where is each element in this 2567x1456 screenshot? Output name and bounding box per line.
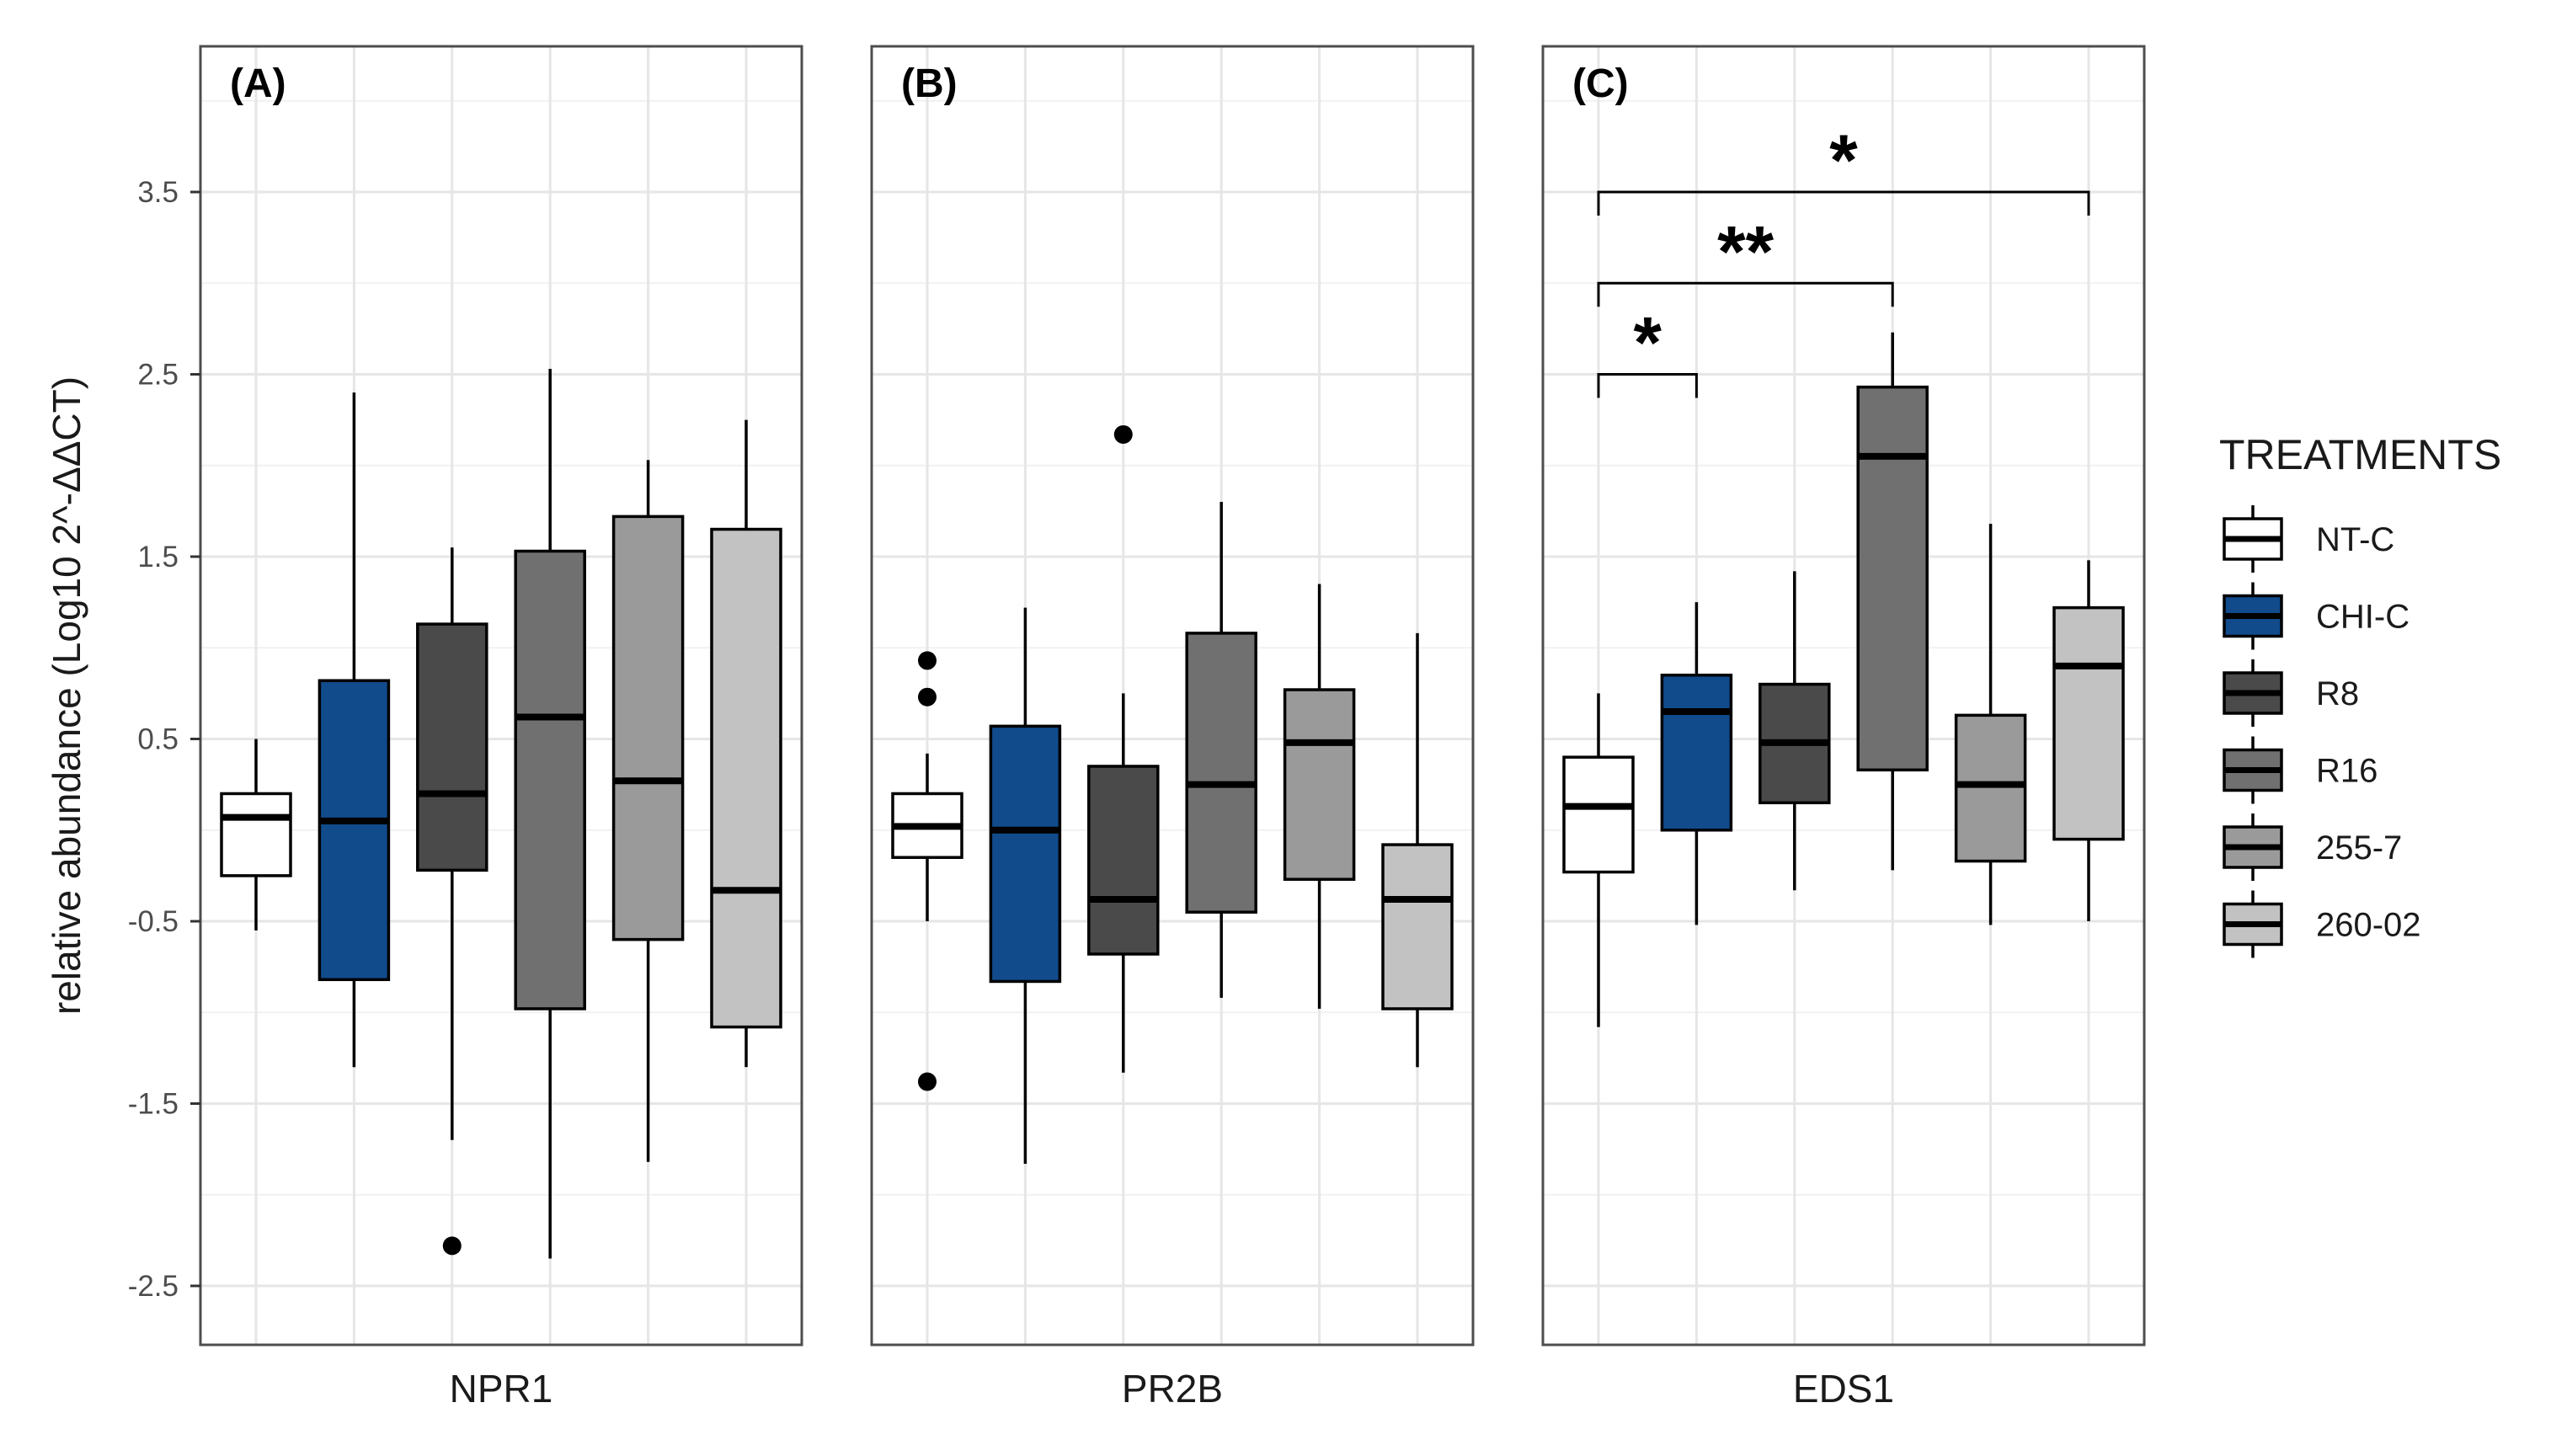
- legend-entry-r8: R8: [2223, 659, 2359, 727]
- panel-border: [1541, 45, 2146, 1347]
- box-iqr: [416, 622, 488, 872]
- y-tick-label: -2.5: [128, 1270, 179, 1303]
- legend-label: 260-02: [2316, 907, 2421, 944]
- box-iqr: [710, 527, 782, 1029]
- legend-label: R16: [2316, 753, 2378, 790]
- panel-letter: (B): [901, 61, 958, 106]
- panel-border: [199, 45, 803, 1347]
- y-tick-label: 1.5: [137, 541, 179, 573]
- box-r8: [1758, 571, 1831, 891]
- y-tick-label: 2.5: [137, 359, 179, 392]
- legend-label: 255-7: [2316, 829, 2402, 867]
- y-axis-title: relative abundance (Log10 2^-ΔΔCT): [45, 376, 88, 1015]
- box-r16: [1856, 332, 1929, 871]
- box-r16: [514, 369, 586, 1259]
- y-tick-label: -0.5: [128, 905, 179, 938]
- box-iqr: [1856, 385, 1929, 772]
- panel-letter: (C): [1572, 61, 1629, 106]
- gene-label: EDS1: [1793, 1367, 1894, 1411]
- significance-bracket: **: [1597, 211, 1894, 307]
- box-iqr: [220, 792, 292, 877]
- box-r8: [416, 547, 488, 1256]
- panel-background: [872, 46, 1473, 1345]
- y-tick-label: 3.5: [137, 176, 179, 209]
- outlier-point: [918, 687, 937, 707]
- box-iqr: [1562, 755, 1635, 874]
- panel-pr2b: (B) PR2B: [870, 45, 1475, 1411]
- box-iqr: [318, 679, 391, 982]
- box-iqr: [2052, 605, 2125, 841]
- legend-entry-255-7: 255-7: [2223, 813, 2402, 881]
- box-255-7: [1283, 584, 1356, 1009]
- legend-entry-nt-c: NT-C: [2223, 505, 2394, 573]
- panel-eds1: ****(C)EDS1: [1541, 45, 2146, 1411]
- y-tick-label: -1.5: [128, 1088, 179, 1121]
- outlier-point: [442, 1236, 462, 1256]
- significance-label: *: [1829, 120, 1858, 201]
- y-tick-label: 0.5: [137, 723, 179, 756]
- box-nt-c: [891, 651, 963, 1091]
- panel-background: [200, 46, 802, 1345]
- outlier-point: [918, 651, 937, 670]
- bracket-line: [1597, 190, 2090, 216]
- box-chi-c: [318, 392, 391, 1068]
- bracket-line: [1597, 281, 1894, 307]
- box-iqr: [1185, 632, 1257, 914]
- legend-label: NT-C: [2316, 521, 2394, 558]
- outlier-point: [1113, 424, 1133, 444]
- box-iqr: [989, 724, 1062, 984]
- box-iqr: [1381, 843, 1454, 1011]
- box-r16: [1185, 502, 1257, 998]
- significance-bracket: *: [1597, 303, 1698, 398]
- box-iqr: [1087, 765, 1160, 956]
- gene-label: NPR1: [450, 1367, 553, 1411]
- box-260-02: [710, 419, 782, 1068]
- gene-label: PR2B: [1122, 1367, 1223, 1411]
- box-iqr: [1283, 688, 1356, 881]
- box-chi-c: [1660, 602, 1733, 925]
- box-iqr: [1660, 673, 1733, 832]
- box-chi-c: [989, 607, 1062, 1164]
- significance-bracket: *: [1597, 120, 2090, 216]
- legend-entry-260-02: 260-02: [2223, 890, 2421, 958]
- box-r8: [1087, 424, 1160, 1073]
- box-iqr: [1954, 713, 2027, 863]
- box-iqr: [611, 515, 685, 941]
- legend-entry-chi-c: CHI-C: [2223, 582, 2410, 650]
- legend-title: TREATMENTS: [2219, 431, 2501, 478]
- panel-letter: (A): [230, 61, 286, 106]
- box-nt-c: [1562, 693, 1635, 1027]
- legend-entry-r16: R16: [2223, 736, 2378, 804]
- legend-label: CHI-C: [2316, 599, 2410, 636]
- box-nt-c: [220, 739, 292, 931]
- box-255-7: [1954, 524, 2027, 925]
- box-260-02: [1381, 632, 1454, 1068]
- legend-label: R8: [2316, 675, 2359, 712]
- significance-label: **: [1717, 211, 1774, 292]
- box-255-7: [611, 460, 685, 1162]
- outlier-point: [918, 1072, 937, 1091]
- box-260-02: [2052, 560, 2125, 921]
- panel-background: [1543, 46, 2144, 1345]
- box-iqr: [514, 549, 586, 1011]
- panel-border: [870, 45, 1475, 1347]
- bracket-line: [1597, 373, 1698, 398]
- panel-npr1: (A) NPR1: [199, 45, 803, 1411]
- significance-label: *: [1633, 303, 1662, 384]
